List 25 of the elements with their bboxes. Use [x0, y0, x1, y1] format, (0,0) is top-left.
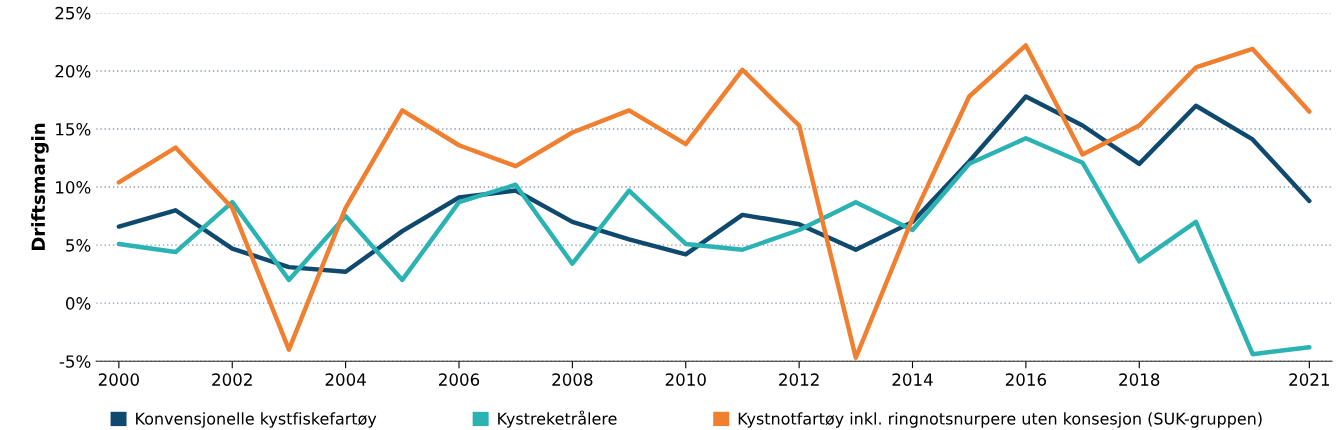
x-tick-label: 2010	[665, 373, 706, 386]
y-tick-label: 25%	[55, 6, 91, 20]
x-tick-label: 2018	[1119, 373, 1160, 386]
line-series	[116, 43, 1312, 360]
line-series	[116, 136, 1312, 357]
x-tick-label: 2014	[892, 373, 933, 386]
x-tick-label: 2006	[439, 373, 480, 386]
y-tick-label: 5%	[66, 239, 91, 252]
y-tick-label: 20%	[55, 64, 91, 78]
line-series	[116, 94, 1312, 275]
legend-label: Kystnotfartøy inkl. ringnotsnurpere uten konsesjon (SUK-gruppen)	[738, 412, 1262, 428]
x-tick-label: 2002	[212, 373, 252, 386]
y-tick-label: 0%	[65, 297, 91, 310]
legend-label: Konvensjonelle kystfiskefartøy	[136, 412, 377, 428]
x-tick-label: 2016	[1005, 373, 1047, 386]
y-tick-label: 15%	[56, 122, 91, 136]
x-tick-label: 2021	[1289, 373, 1329, 386]
y-tick-label: -5%	[59, 355, 91, 368]
x-tick-label: 2000	[98, 373, 139, 386]
x-tick-label: 2008	[552, 373, 593, 386]
legend-label: Kystreketrålere	[498, 410, 617, 428]
y-tick-label: 10%	[56, 181, 91, 194]
x-tick-label: 2012	[779, 373, 819, 386]
y-axis-title: Driftsmargin	[31, 123, 49, 250]
x-tick-label: 2004	[325, 373, 366, 386]
